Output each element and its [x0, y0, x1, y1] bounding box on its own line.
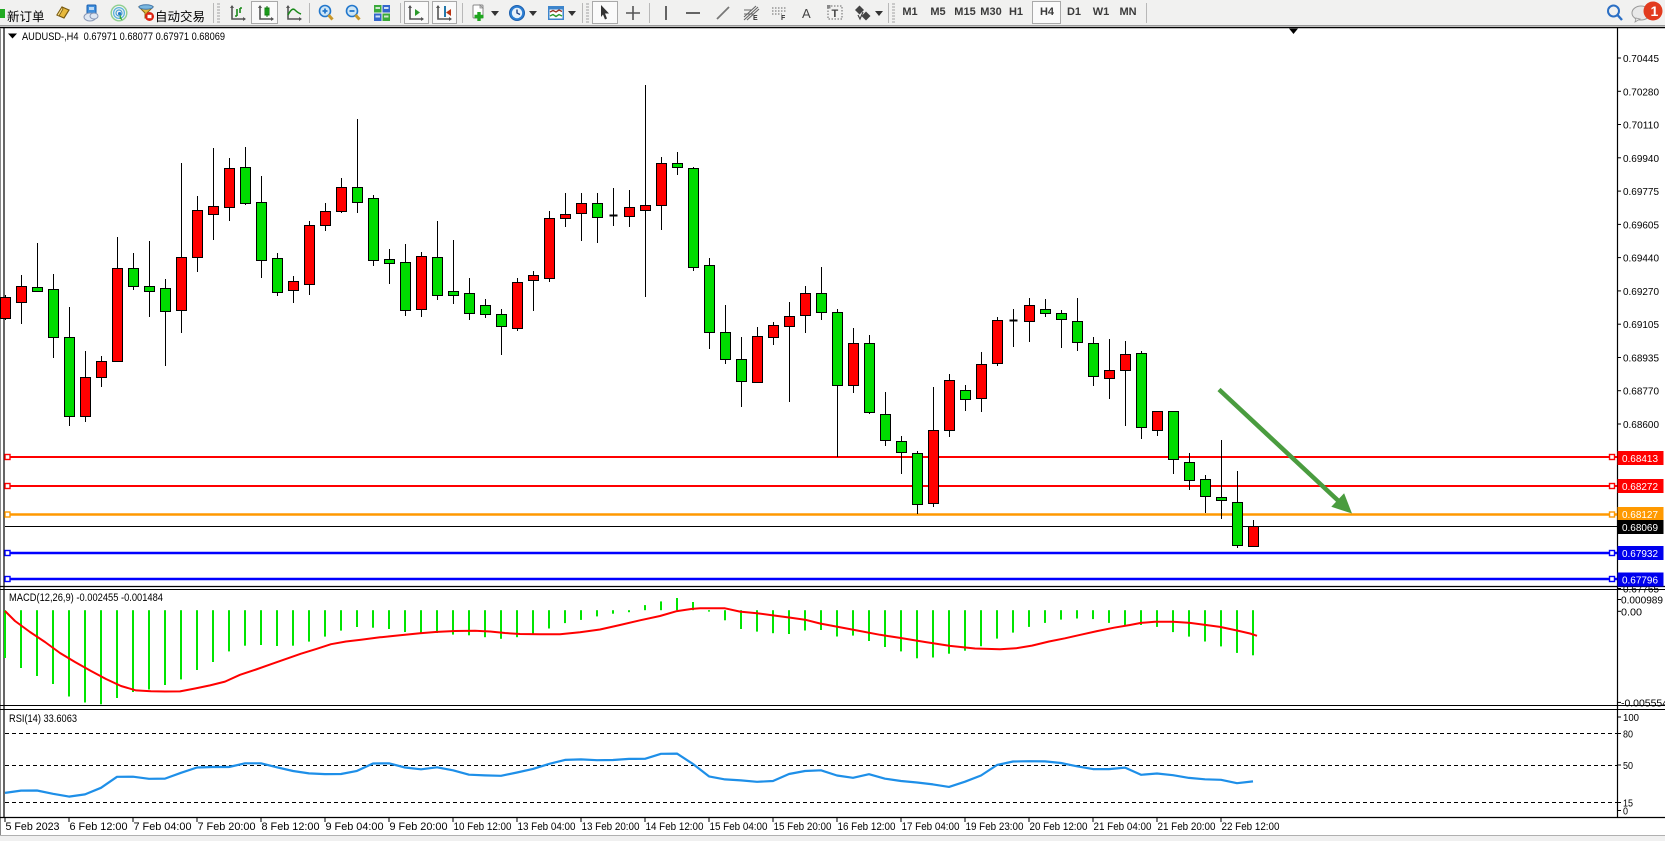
svg-text:80: 80: [1623, 729, 1633, 741]
svg-text:50: 50: [1623, 760, 1633, 772]
svg-text:0: 0: [1623, 806, 1628, 818]
svg-text:0.67932: 0.67932: [1622, 548, 1658, 560]
svg-text:21 Feb 04:00: 21 Feb 04:00: [1094, 821, 1152, 833]
svg-text:0.69270: 0.69270: [1623, 286, 1659, 298]
svg-text:13 Feb 04:00: 13 Feb 04:00: [518, 821, 576, 833]
svg-text:0.68069: 0.68069: [1622, 522, 1658, 534]
svg-text:0.68600: 0.68600: [1623, 419, 1659, 431]
svg-text:16 Feb 12:00: 16 Feb 12:00: [838, 821, 896, 833]
svg-text:9 Feb 20:00: 9 Feb 20:00: [390, 821, 448, 833]
svg-text:5 Feb 2023: 5 Feb 2023: [6, 821, 60, 833]
svg-text:7 Feb 04:00: 7 Feb 04:00: [134, 821, 192, 833]
svg-text:0.70110: 0.70110: [1623, 120, 1659, 132]
svg-text:0.00: 0.00: [1621, 606, 1642, 618]
svg-text:15 Feb 20:00: 15 Feb 20:00: [774, 821, 832, 833]
svg-text:F: F: [781, 15, 786, 22]
svg-text:A: A: [802, 6, 811, 21]
svg-text:RSI(14) 33.6063: RSI(14) 33.6063: [9, 713, 77, 725]
svg-text:-0.005554: -0.005554: [1621, 697, 1665, 709]
svg-text:E: E: [753, 15, 758, 22]
svg-text:0.70445: 0.70445: [1623, 53, 1659, 65]
svg-text:1: 1: [1651, 3, 1659, 19]
svg-text:AUDUSD-,H4 0.67971 0.68077 0.: AUDUSD-,H4 0.67971 0.68077 0.67971 0.680…: [22, 31, 225, 43]
svg-text:0.69775: 0.69775: [1623, 186, 1659, 198]
svg-text:0.69940: 0.69940: [1623, 153, 1659, 165]
svg-text:100: 100: [1623, 712, 1639, 724]
svg-text:0.70280: 0.70280: [1623, 86, 1659, 98]
svg-text:0.68770: 0.68770: [1623, 386, 1659, 398]
svg-text:14 Feb 12:00: 14 Feb 12:00: [646, 821, 704, 833]
svg-text:0.68935: 0.68935: [1623, 353, 1659, 365]
svg-text:0.68272: 0.68272: [1622, 481, 1658, 493]
svg-text:0.68413: 0.68413: [1622, 453, 1658, 465]
svg-text:10 Feb 12:00: 10 Feb 12:00: [454, 821, 512, 833]
svg-text:22 Feb 12:00: 22 Feb 12:00: [1222, 821, 1280, 833]
svg-text:MACD(12,26,9) -0.002455 -0.001: MACD(12,26,9) -0.002455 -0.001484: [9, 592, 163, 604]
svg-text:15: 15: [1623, 798, 1633, 810]
svg-text:0.68127: 0.68127: [1622, 509, 1658, 521]
svg-text:13 Feb 20:00: 13 Feb 20:00: [582, 821, 640, 833]
svg-text:20 Feb 12:00: 20 Feb 12:00: [1030, 821, 1088, 833]
svg-text:8 Feb 12:00: 8 Feb 12:00: [262, 821, 320, 833]
svg-text:6 Feb 12:00: 6 Feb 12:00: [70, 821, 128, 833]
svg-text:15 Feb 04:00: 15 Feb 04:00: [710, 821, 768, 833]
svg-text:0.67796: 0.67796: [1622, 575, 1658, 587]
svg-text:7 Feb 20:00: 7 Feb 20:00: [198, 821, 256, 833]
svg-text:21 Feb 20:00: 21 Feb 20:00: [1158, 821, 1216, 833]
svg-text:0.000989: 0.000989: [1621, 595, 1663, 607]
svg-text:9 Feb 04:00: 9 Feb 04:00: [326, 821, 384, 833]
svg-text:0.69105: 0.69105: [1623, 319, 1659, 331]
svg-text:17 Feb 04:00: 17 Feb 04:00: [902, 821, 960, 833]
svg-text:0.69440: 0.69440: [1623, 253, 1659, 265]
svg-text:19 Feb 23:00: 19 Feb 23:00: [966, 821, 1024, 833]
svg-text:T: T: [832, 8, 839, 20]
svg-text:0.69605: 0.69605: [1623, 219, 1659, 231]
